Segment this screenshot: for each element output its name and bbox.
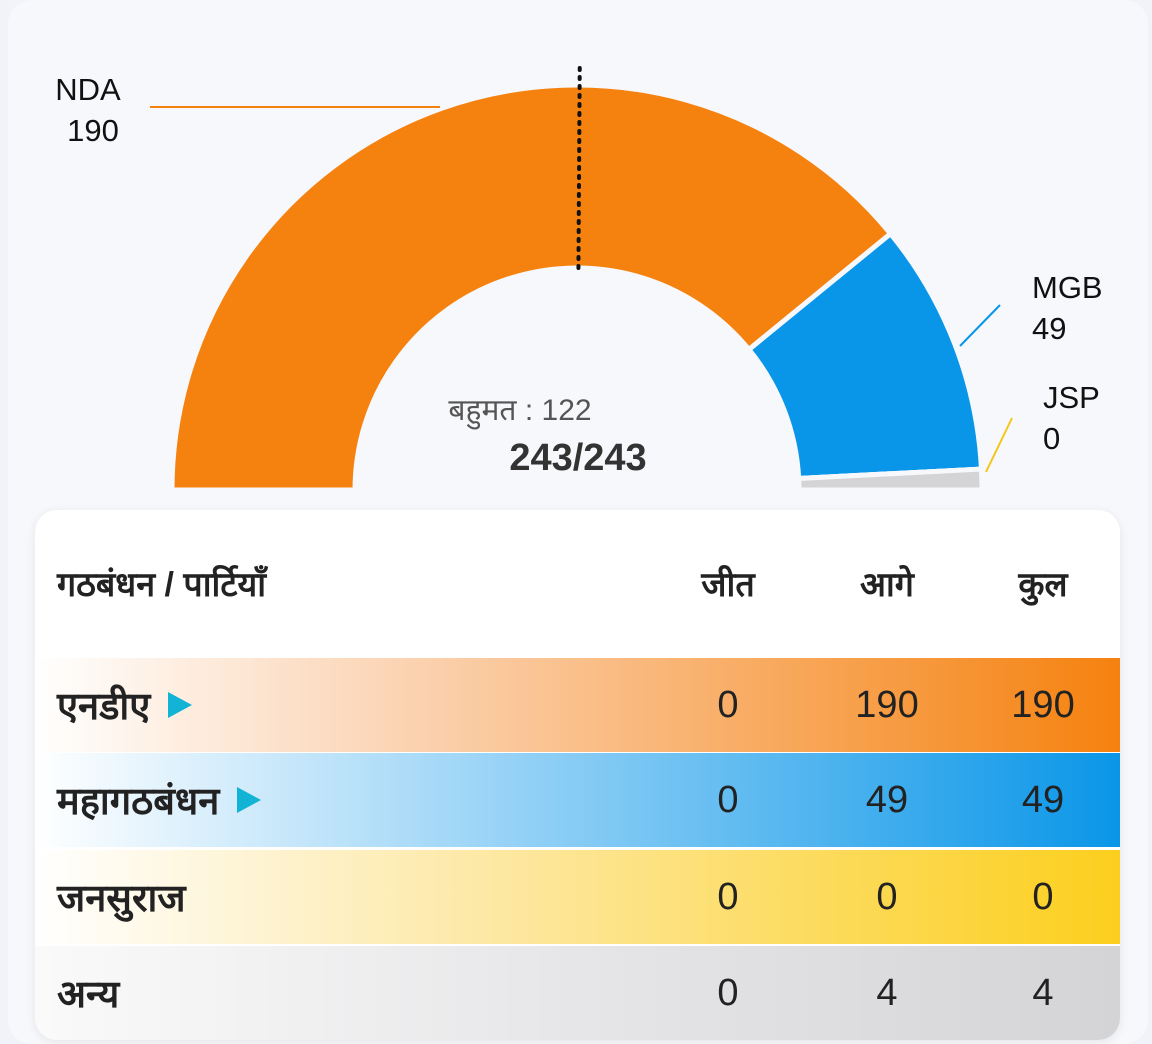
cell: 190 bbox=[1011, 683, 1075, 726]
cell: 0 bbox=[1032, 875, 1054, 918]
total-label: 243/243 bbox=[509, 437, 646, 479]
cell: 0 bbox=[717, 683, 739, 726]
cell: 0 bbox=[717, 875, 739, 918]
legend-label: JSP bbox=[1043, 380, 1100, 415]
header-cell: कुल bbox=[1018, 565, 1068, 604]
leader-line bbox=[959, 304, 1001, 347]
cell: 49 bbox=[865, 778, 909, 821]
value-label: 190 bbox=[67, 113, 119, 148]
header-cell: गठबंधन / पार्टियाँ bbox=[57, 565, 267, 604]
cell: 0 bbox=[717, 778, 739, 821]
segment bbox=[169, 82, 894, 493]
legend-label: MGB bbox=[1032, 270, 1103, 305]
cell: 0 bbox=[876, 875, 898, 918]
row-name: अन्य bbox=[57, 974, 120, 1016]
chart: बहुमत : 122 243/243 NDA 190 MGB 49 JSP 0 bbox=[55, 63, 1103, 493]
table-row: जनसुराज 0 0 0 bbox=[35, 850, 1120, 944]
legend-label: NDA bbox=[55, 72, 121, 107]
table-row: अन्य 0 4 4 bbox=[35, 946, 1120, 1040]
table-row[interactable]: महागठबंधन 0 49 49 bbox=[35, 753, 1120, 847]
cell: 0 bbox=[717, 971, 739, 1014]
header-row: गठबंधन / पार्टियाँ जीत आगे कुल bbox=[35, 510, 1120, 655]
majority-marker bbox=[576, 63, 582, 271]
cell: 4 bbox=[876, 971, 898, 1014]
expand-arrow[interactable] bbox=[168, 692, 193, 718]
row-name: महागठबंधन bbox=[57, 781, 220, 823]
value-label: 49 bbox=[1032, 311, 1066, 346]
table: गठबंधन / पार्टियाँ जीत आगे कुल एनडीए 0 1… bbox=[35, 510, 1120, 1040]
table-row[interactable]: एनडीए 0 190 190 bbox=[35, 658, 1120, 752]
value-label: 0 bbox=[1043, 421, 1060, 456]
majority-label: बहुमत : 122 bbox=[448, 394, 591, 430]
row-name: जनसुराज bbox=[57, 878, 186, 920]
row-name: एनडीए bbox=[57, 686, 151, 728]
leader-line bbox=[985, 417, 1013, 473]
cell: 4 bbox=[1032, 971, 1054, 1014]
header-cell: आगे bbox=[860, 565, 914, 604]
expand-arrow[interactable] bbox=[237, 787, 262, 813]
segment bbox=[796, 466, 985, 493]
cell: 190 bbox=[855, 683, 919, 726]
cell: 49 bbox=[1021, 778, 1065, 821]
header-cell: जीत bbox=[701, 565, 755, 604]
